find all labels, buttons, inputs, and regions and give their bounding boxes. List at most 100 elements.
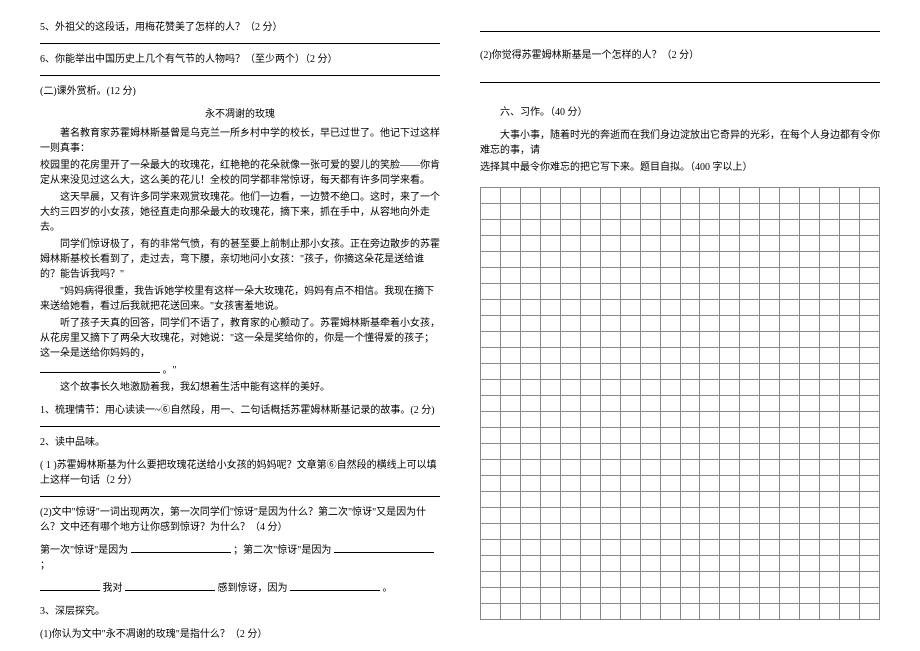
grid-cell	[661, 572, 681, 588]
blank-line	[131, 543, 231, 553]
grid-cell	[581, 236, 601, 252]
grid-cell	[840, 236, 860, 252]
grid-cell	[541, 220, 561, 236]
grid-cell	[501, 236, 521, 252]
grid-cell	[601, 396, 621, 412]
grid-cell	[601, 492, 621, 508]
grid-cell	[800, 492, 820, 508]
grid-cell	[720, 300, 740, 316]
grid-cell	[581, 556, 601, 572]
question-2-2b: 我对 感到惊讶，因为 。	[40, 581, 440, 596]
grid-cell	[661, 412, 681, 428]
grid-cell	[621, 348, 641, 364]
grid-cell	[581, 460, 601, 476]
grid-cell	[780, 380, 800, 396]
grid-cell	[641, 524, 661, 540]
grid-cell	[760, 428, 780, 444]
grid-cell	[700, 332, 720, 348]
grid-cell	[601, 476, 621, 492]
grid-cell	[481, 476, 501, 492]
grid-cell	[641, 252, 661, 268]
grid-cell	[661, 444, 681, 460]
grid-cell	[561, 220, 581, 236]
grid-cell	[481, 396, 501, 412]
grid-cell	[740, 252, 760, 268]
blank-line	[290, 581, 380, 591]
grid-cell	[820, 572, 840, 588]
grid-cell	[800, 364, 820, 380]
grid-cell	[700, 204, 720, 220]
grid-cell	[681, 588, 701, 604]
grid-cell	[521, 428, 541, 444]
blank-line	[40, 363, 160, 373]
grid-cell	[700, 300, 720, 316]
grid-cell	[820, 348, 840, 364]
grid-cell	[501, 604, 521, 620]
grid-cell	[840, 220, 860, 236]
grid-cell	[700, 236, 720, 252]
grid-cell	[521, 268, 541, 284]
grid-cell	[780, 540, 800, 556]
grid-cell	[481, 268, 501, 284]
grid-cell	[621, 300, 641, 316]
grid-cell	[700, 364, 720, 380]
grid-cell	[800, 188, 820, 204]
grid-cell	[860, 380, 880, 396]
grid-cell	[840, 444, 860, 460]
grid-cell	[860, 316, 880, 332]
grid-cell	[541, 396, 561, 412]
grid-cell	[501, 540, 521, 556]
grid-cell	[780, 236, 800, 252]
grid-cell	[641, 556, 661, 572]
grid-cell	[740, 300, 760, 316]
grid-cell	[860, 188, 880, 204]
grid-cell	[521, 524, 541, 540]
grid-cell	[780, 444, 800, 460]
essay-prompt-1: 大事小事，随着时光的奔逝而在我们身边淀放出它奇异的光彩，在每个人身边都有令你难忘…	[480, 128, 880, 158]
grid-cell	[561, 348, 581, 364]
grid-cell	[720, 316, 740, 332]
grid-cell	[521, 556, 541, 572]
grid-cell	[800, 396, 820, 412]
grid-cell	[601, 508, 621, 524]
grid-cell	[860, 348, 880, 364]
grid-cell	[621, 204, 641, 220]
grid-cell	[720, 556, 740, 572]
grid-cell	[720, 236, 740, 252]
grid-cell	[820, 412, 840, 428]
grid-cell	[780, 316, 800, 332]
grid-cell	[820, 332, 840, 348]
grid-cell	[521, 252, 541, 268]
grid-cell	[780, 364, 800, 380]
grid-cell	[481, 508, 501, 524]
grid-cell	[501, 252, 521, 268]
grid-cell	[760, 348, 780, 364]
grid-cell	[621, 508, 641, 524]
grid-cell	[601, 444, 621, 460]
grid-cell	[561, 412, 581, 428]
grid-cell	[860, 252, 880, 268]
grid-cell	[681, 188, 701, 204]
grid-cell	[541, 364, 561, 380]
grid-cell	[621, 252, 641, 268]
grid-cell	[601, 524, 621, 540]
grid-cell	[561, 492, 581, 508]
question-3-2: (2)你觉得苏霍姆林斯基是一个怎样的人？（2 分）	[480, 48, 880, 63]
grid-cell	[780, 412, 800, 428]
grid-cell	[501, 316, 521, 332]
grid-cell	[780, 268, 800, 284]
grid-cell	[860, 332, 880, 348]
grid-cell	[760, 588, 780, 604]
grid-cell	[840, 316, 860, 332]
grid-cell	[621, 188, 641, 204]
grid-cell	[661, 428, 681, 444]
grid-cell	[860, 364, 880, 380]
grid-cell	[820, 380, 840, 396]
grid-cell	[780, 188, 800, 204]
grid-cell	[581, 604, 601, 620]
grid-cell	[780, 428, 800, 444]
grid-cell	[820, 220, 840, 236]
grid-cell	[641, 332, 661, 348]
grid-cell	[720, 540, 740, 556]
grid-cell	[621, 476, 641, 492]
